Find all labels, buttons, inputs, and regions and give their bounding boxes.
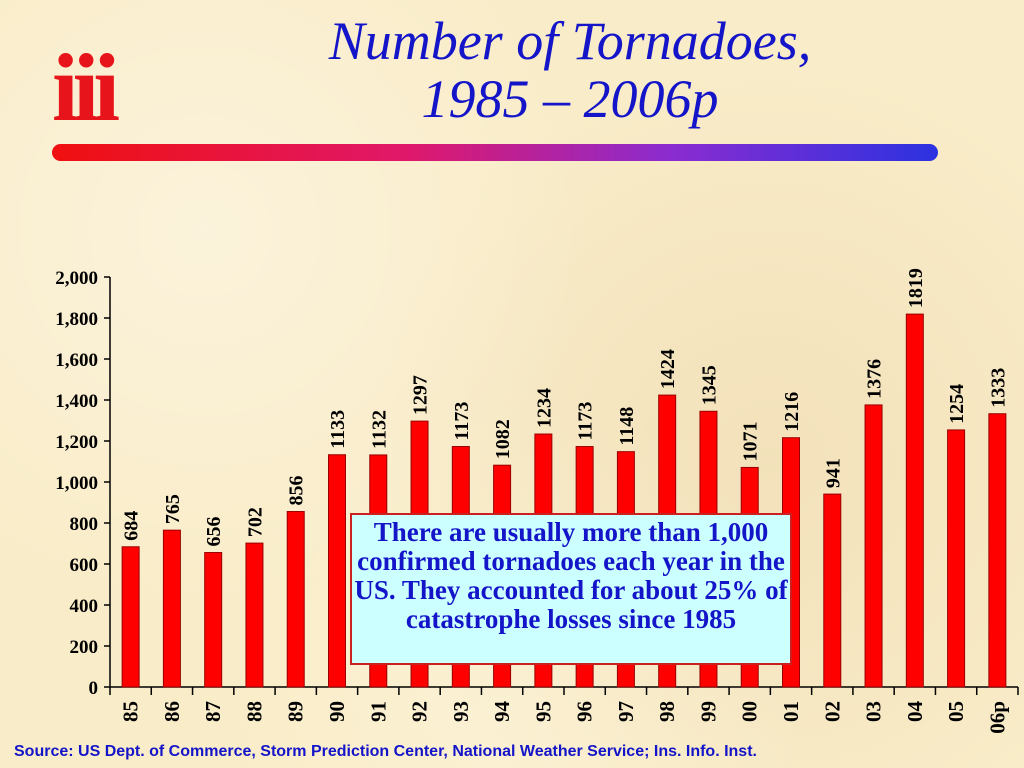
bar-85 [121, 546, 140, 688]
x-tick-label: 85 [119, 701, 143, 722]
x-tick-label: 02 [820, 701, 844, 722]
y-tick-label: 1,600 [55, 350, 98, 371]
bar-90 [328, 454, 346, 688]
bar-89 [286, 511, 305, 688]
x-tick-label: 95 [531, 701, 555, 722]
data-label: 1297 [410, 375, 432, 415]
x-tick-label: 89 [284, 701, 308, 722]
x-tick-label: 00 [738, 701, 762, 722]
data-label: 1333 [987, 368, 1009, 408]
x-tick-label: 03 [862, 701, 886, 722]
x-tick-label: 96 [573, 701, 597, 722]
data-label: 1234 [533, 388, 555, 428]
bar-06p [988, 413, 1007, 688]
data-label: 765 [162, 494, 184, 524]
data-label: 684 [121, 511, 143, 541]
data-label: 1173 [575, 402, 597, 441]
x-tick-label: 88 [242, 701, 266, 722]
x-tick-label: 01 [779, 701, 803, 722]
source-note: Source: US Dept. of Commerce, Storm Pred… [14, 743, 757, 760]
data-label: 941 [822, 458, 844, 488]
data-label: 1424 [657, 349, 679, 389]
iii-logo: iii [52, 34, 120, 141]
data-label: 1345 [698, 365, 720, 405]
y-tick-label: 800 [70, 514, 99, 535]
data-label: 656 [203, 517, 225, 547]
bar-88 [245, 542, 264, 688]
x-tick-label: 91 [366, 701, 390, 722]
x-tick-label: 92 [408, 701, 432, 722]
data-label: 1133 [327, 410, 349, 449]
x-tick-label: 98 [655, 701, 679, 722]
x-tick-label: 97 [614, 701, 638, 722]
title-line-2: 1985 – 2006p [421, 69, 719, 129]
data-label: 1216 [781, 392, 803, 432]
data-label: 1071 [740, 421, 762, 461]
x-tick-label: 99 [696, 701, 720, 722]
data-label: 1148 [616, 407, 638, 446]
x-tick-label: 05 [944, 701, 968, 722]
data-label: 1819 [905, 268, 927, 308]
x-tick-label: 87 [201, 701, 225, 722]
page-title: Number of Tornadoes, 1985 – 2006p [260, 12, 880, 128]
x-tick-label: 86 [160, 701, 184, 722]
callout-box: There are usually more than 1,000 confir… [350, 513, 792, 665]
bar-05 [947, 429, 966, 688]
data-label: 1254 [946, 384, 968, 424]
y-tick-label: 1,800 [55, 309, 98, 330]
data-label: 1082 [492, 419, 514, 459]
y-tick-label: 1,200 [55, 432, 98, 453]
bar-86 [162, 529, 181, 688]
y-tick-label: 200 [70, 637, 99, 658]
bar-02 [823, 493, 842, 688]
bar-87 [204, 552, 223, 688]
data-label: 1376 [864, 359, 886, 399]
x-tick-label: 94 [490, 701, 514, 723]
y-tick-label: 600 [70, 555, 99, 576]
y-tick-label: 400 [70, 596, 99, 617]
title-underline [52, 144, 938, 161]
data-label: 856 [286, 476, 308, 506]
y-tick-label: 2,000 [55, 268, 98, 289]
bar-04 [905, 313, 924, 688]
y-tick-label: 1,400 [55, 391, 98, 412]
y-tick-label: 1,000 [55, 473, 98, 494]
data-label: 702 [244, 507, 266, 537]
y-tick-label: 0 [89, 678, 99, 699]
x-tick-label: 04 [903, 701, 927, 723]
data-label: 1173 [451, 402, 473, 441]
data-label: 1132 [368, 410, 390, 449]
x-tick-label: 93 [449, 701, 473, 722]
x-tick-label: 06p [985, 701, 1009, 734]
title-line-1: Number of Tornadoes, [328, 11, 812, 71]
x-tick-label: 90 [325, 701, 349, 722]
bar-03 [864, 404, 883, 688]
